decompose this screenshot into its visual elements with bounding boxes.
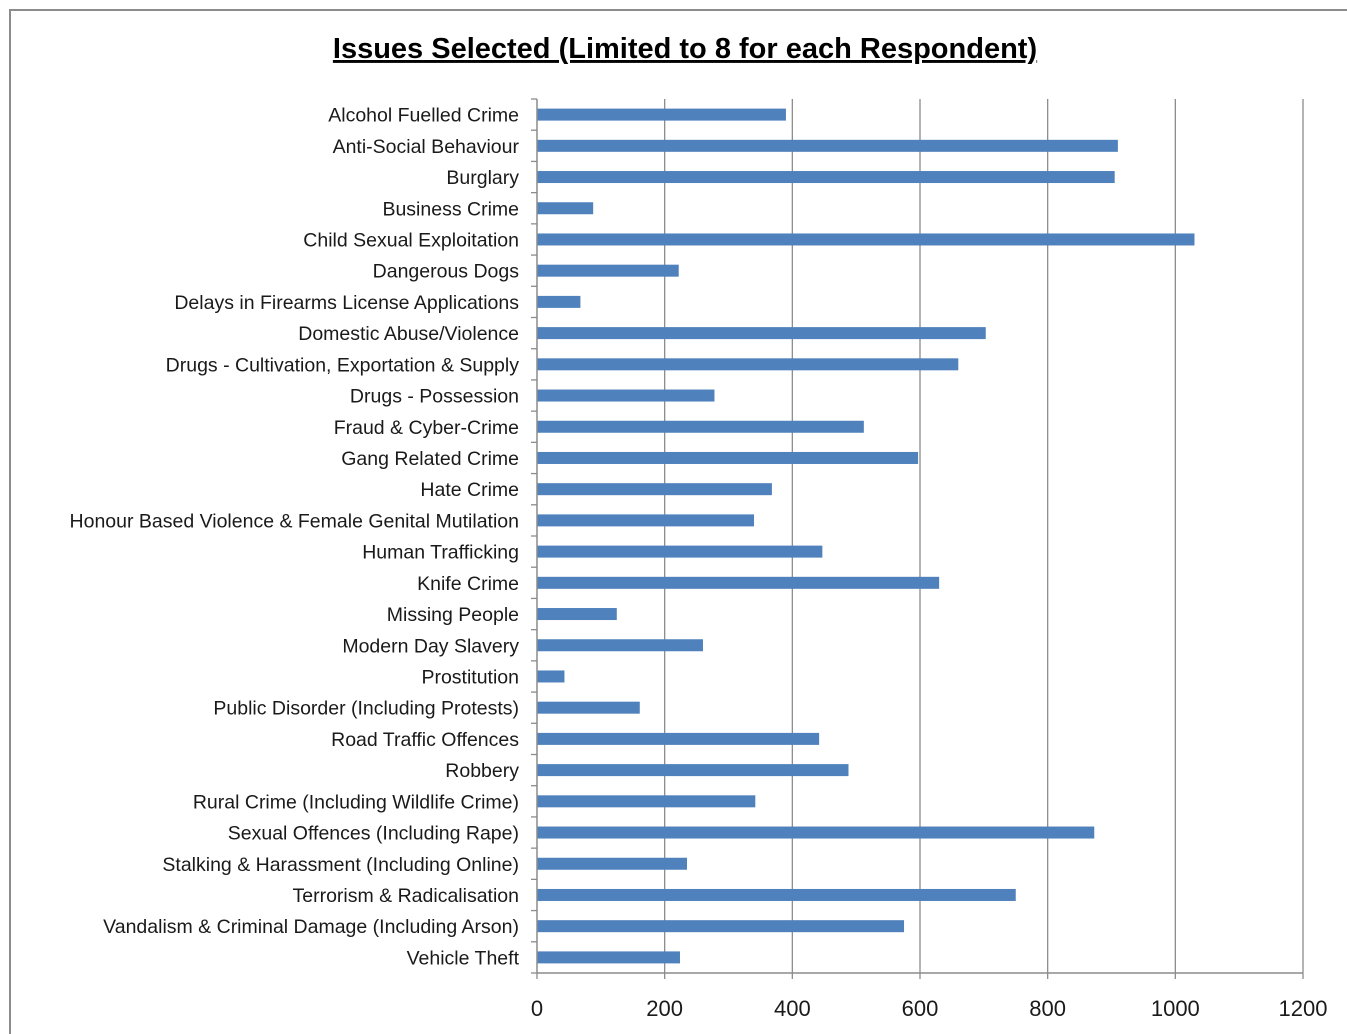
category-label: Terrorism & Radicalisation	[293, 885, 520, 907]
bar	[537, 951, 680, 964]
bar	[537, 608, 617, 621]
bar	[537, 358, 959, 371]
bar	[537, 576, 940, 589]
x-tick-label: 1200	[1279, 996, 1328, 1021]
x-tick-labels: 0 200 400 600 800 1000 1200	[531, 996, 1328, 1021]
category-label: Human Trafficking	[362, 542, 519, 564]
category-label: Burglary	[446, 167, 519, 189]
category-label: Domestic Abuse/Violence	[298, 323, 519, 345]
category-label: Rural Crime (Including Wildlife Crime)	[193, 791, 519, 813]
x-tick-label: 0	[531, 996, 543, 1021]
x-tick-label: 600	[902, 996, 939, 1021]
bar	[537, 514, 755, 527]
category-label: Drugs - Possession	[350, 386, 519, 408]
bar	[537, 139, 1118, 152]
x-tick-label: 200	[646, 996, 683, 1021]
category-label: Robbery	[445, 760, 519, 782]
bar	[537, 451, 919, 464]
bar	[537, 295, 581, 308]
bar	[537, 233, 1195, 246]
category-label: Knife Crime	[417, 573, 519, 595]
bar	[537, 545, 823, 558]
bar	[537, 327, 986, 340]
category-label: Missing People	[387, 604, 519, 626]
bar	[537, 171, 1115, 184]
category-labels: Alcohol Fuelled Crime Anti-Social Behavio…	[70, 105, 520, 970]
bar	[537, 826, 1095, 839]
category-label: Child Sexual Exploitation	[303, 229, 519, 251]
category-label: Vandalism & Criminal Damage (Including A…	[103, 916, 519, 938]
category-label: Public Disorder (Including Protests)	[213, 698, 519, 720]
category-label: Prostitution	[421, 666, 519, 688]
category-label: Vehicle Theft	[407, 947, 520, 969]
axes	[531, 98, 1304, 979]
category-label: Sexual Offences (Including Rape)	[228, 823, 519, 845]
bar	[537, 701, 640, 714]
bar	[537, 264, 679, 277]
bar	[537, 888, 1016, 901]
bar	[537, 670, 565, 683]
category-label: Business Crime	[382, 198, 519, 220]
category-label: Fraud & Cyber-Crime	[334, 417, 519, 439]
category-label: Dangerous Dogs	[373, 261, 520, 283]
bar	[537, 202, 594, 215]
category-label: Alcohol Fuelled Crime	[328, 105, 519, 127]
category-label: Gang Related Crime	[341, 448, 519, 470]
x-tick-label: 1000	[1151, 996, 1200, 1021]
category-label: Honour Based Violence & Female Genital M…	[70, 510, 519, 532]
x-tick-label: 800	[1029, 996, 1066, 1021]
category-label: Modern Day Slavery	[342, 635, 519, 657]
bar	[537, 732, 820, 745]
bar	[537, 108, 786, 121]
chart-title: Issues Selected (Limited to 8 for each R…	[333, 33, 1037, 65]
bar	[537, 420, 864, 433]
bar	[537, 764, 849, 777]
bar	[537, 795, 756, 808]
category-label: Delays in Firearms License Applications	[174, 292, 519, 314]
bar	[537, 389, 715, 402]
category-label: Stalking & Harassment (Including Online)	[162, 854, 519, 876]
bars	[537, 108, 1195, 964]
category-label: Road Traffic Offences	[331, 729, 519, 751]
bar	[537, 920, 905, 933]
gridlines	[664, 99, 1304, 973]
bar	[537, 483, 772, 496]
category-label: Anti-Social Behaviour	[333, 136, 520, 158]
x-tick-label: 400	[774, 996, 811, 1021]
category-label: Hate Crime	[420, 479, 519, 501]
bar	[537, 857, 688, 870]
category-label: Drugs - Cultivation, Exportation & Suppl…	[166, 354, 520, 376]
bar	[537, 639, 703, 652]
